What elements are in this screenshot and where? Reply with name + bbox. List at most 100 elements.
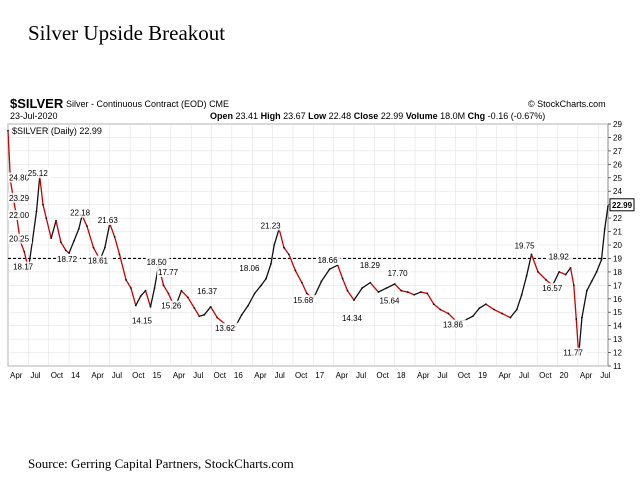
price-segment [42, 204, 47, 219]
price-callout-bg [26, 168, 51, 179]
y-tick-label: 15 [613, 308, 622, 317]
last-price-marker: 22.99 [609, 198, 635, 212]
price-point [265, 277, 267, 280]
price-point [305, 292, 308, 295]
price-segment [401, 290, 408, 293]
price-segment [386, 283, 395, 289]
price-segment [45, 217, 52, 239]
y-tick-label: 28 [613, 133, 622, 142]
price-callout-bg [513, 240, 538, 251]
price-callout: 16.37 [196, 285, 221, 296]
price-callout-label: 18.92 [549, 253, 570, 262]
price-point [525, 275, 528, 277]
price-point [187, 296, 189, 299]
price-callout-bg [213, 322, 238, 333]
price-callout: 17.77 [157, 266, 182, 277]
price-callout-label: 25.12 [28, 169, 49, 178]
price-segment [149, 287, 156, 307]
price-callout-bg [8, 233, 32, 244]
price-point [603, 227, 606, 230]
close-label: Close [353, 111, 379, 121]
close-value: 22.99 [380, 111, 404, 121]
price-callout-label: 18.29 [360, 261, 381, 270]
price-segment [493, 308, 503, 315]
y-tick-label: 17 [613, 281, 622, 290]
price-callout-bg [238, 263, 263, 274]
price-point [585, 289, 588, 292]
price-point [203, 314, 206, 316]
price-segment [565, 267, 572, 275]
last-price-label: 22.99 [612, 201, 633, 210]
y-tick-label: 21 [613, 228, 622, 237]
x-tick-label: Jul [356, 371, 366, 380]
price-callout: 25.12 [26, 168, 51, 179]
price-point [520, 293, 523, 296]
chg-value: -0.16 (-0.67%) [487, 111, 546, 121]
price-point [260, 284, 263, 287]
price-callout: 14.34 [340, 313, 365, 324]
price-segment [114, 236, 121, 255]
price-segment [68, 240, 75, 254]
price-segment [294, 270, 303, 283]
price-point [493, 308, 495, 311]
price-segment [581, 290, 588, 318]
price-point [294, 269, 297, 272]
price-segment [254, 284, 262, 294]
price-segment [426, 293, 435, 305]
price-point [42, 203, 44, 206]
price-callout-label: 21.23 [261, 221, 282, 230]
y-tick-label: 20 [613, 241, 622, 250]
x-tick-label: 15 [152, 371, 161, 380]
price-point [447, 312, 450, 315]
price-point [273, 244, 276, 246]
price-segment [140, 290, 147, 297]
price-callout-label: 22.18 [70, 209, 91, 218]
price-point [92, 246, 95, 249]
y-tick-label: 12 [613, 349, 622, 358]
x-tick-label: Oct [295, 371, 308, 380]
price-segment [485, 303, 495, 311]
open-value: 23.41 [235, 111, 259, 121]
y-tick-label: 18 [613, 268, 622, 277]
price-callout-bg [56, 254, 81, 265]
y-tick-label: 16 [613, 295, 622, 304]
price-callout: 15.64 [378, 295, 403, 306]
price-callout-bg [378, 295, 403, 306]
price-segment [479, 303, 487, 309]
x-tick-label: Oct [458, 371, 471, 380]
price-point [247, 304, 250, 307]
price-callout-bg [86, 255, 111, 266]
price-point [23, 250, 26, 253]
x-tick-label: 17 [315, 371, 324, 380]
price-point [144, 289, 147, 292]
y-tick-label: 24 [613, 187, 622, 196]
price-point [162, 284, 165, 287]
price-point [153, 287, 156, 289]
price-segment [600, 228, 606, 260]
price-callout-label: 13.86 [443, 321, 464, 330]
price-point [471, 315, 474, 318]
price-segment [573, 285, 577, 319]
price-callout-bg [8, 172, 32, 183]
price-segment [216, 317, 225, 324]
price-segment [440, 308, 449, 315]
price-point [103, 246, 106, 249]
price-point [595, 270, 598, 273]
price-point [581, 316, 583, 319]
price-point [484, 303, 487, 306]
price-callout-bg [562, 347, 587, 358]
price-callout-label: 16.37 [197, 287, 218, 296]
y-tick-label: 22 [613, 214, 622, 223]
price-point [134, 304, 137, 307]
price-callout-bg [160, 300, 185, 311]
price-segment [283, 247, 290, 255]
price-callout-label: 18.17 [13, 263, 34, 272]
y-tick-label: 13 [613, 335, 622, 344]
price-point [167, 292, 170, 295]
price-point [45, 217, 48, 220]
price-callout: 18.17 [12, 261, 37, 272]
price-segment [273, 228, 280, 246]
price-point [575, 318, 578, 320]
volume-label: Volume [405, 111, 438, 121]
